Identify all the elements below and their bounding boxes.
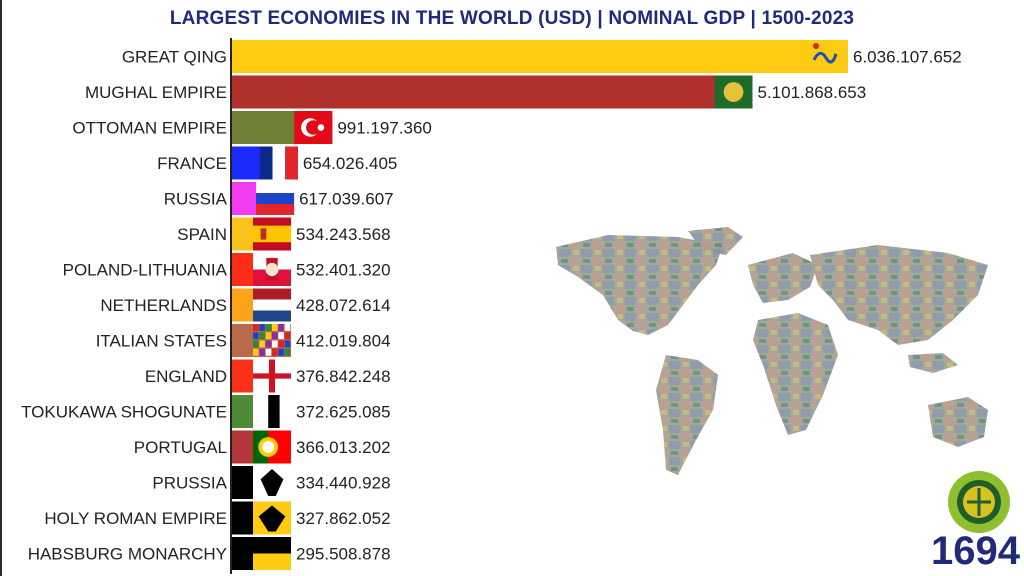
bar-row: GREAT QING 6.036.107.652	[122, 40, 962, 73]
italian-states-flag-icon	[253, 324, 291, 356]
category-label: GREAT QING	[122, 48, 227, 67]
france-flag-icon	[259, 146, 298, 180]
map-southeast-asia	[908, 353, 958, 373]
value-label: 532.401.320	[296, 261, 391, 280]
value-label: 366.013.202	[296, 438, 391, 457]
value-label: 6.036.107.652	[853, 48, 962, 67]
russia-flag-icon	[256, 182, 295, 215]
category-label: ENGLAND	[145, 367, 227, 386]
bar-row: ITALIAN STATES 412.019.804	[96, 324, 391, 357]
value-label: 412.019.804	[296, 332, 391, 351]
category-label: MUGHAL EMPIRE	[85, 83, 227, 102]
category-label: HOLY ROMAN EMPIRE	[44, 509, 227, 528]
chart-title: LARGEST ECONOMIES IN THE WORLD (USD) | N…	[169, 8, 855, 29]
cityglobetour-logo	[948, 471, 1010, 533]
bar	[231, 40, 848, 73]
ottoman-flag-icon	[294, 111, 333, 144]
map-north-america	[556, 235, 723, 335]
left-border	[0, 0, 2, 576]
value-label: 654.026.405	[303, 154, 398, 173]
value-label: 334.440.928	[296, 474, 391, 493]
category-label: SPAIN	[177, 225, 227, 244]
mughal-flag-icon	[714, 75, 753, 109]
category-label: HABSBURG MONARCHY	[28, 545, 227, 564]
category-label: POLAND-LITHUANIA	[63, 261, 228, 280]
bar-row: MUGHAL EMPIRE 5.101.868.653	[85, 75, 867, 109]
category-label: FRANCE	[157, 154, 227, 173]
year-counter: 1694	[931, 529, 1020, 573]
map-greenland	[688, 227, 743, 255]
bar-row: POLAND-LITHUANIA 532.401.320	[63, 253, 391, 286]
bar-row: NETHERLANDS 428.072.614	[100, 288, 391, 322]
map-europe	[748, 253, 818, 303]
bar-row: SPAIN 534.243.568	[177, 217, 391, 251]
habsburg-flag-icon	[253, 537, 291, 570]
holy-roman-empire-flag-icon	[253, 501, 291, 535]
category-label: OTTOMAN EMPIRE	[72, 119, 227, 138]
value-label: 617.039.607	[299, 190, 394, 209]
value-label: 5.101.868.653	[758, 83, 867, 102]
bar-row: FRANCE 654.026.405	[157, 146, 398, 180]
map-africa	[753, 313, 838, 435]
bar-row: HOLY ROMAN EMPIRE 327.862.052	[44, 501, 391, 535]
category-label: PRUSSIA	[152, 474, 227, 493]
bar-row: PRUSSIA 334.440.928	[152, 466, 391, 499]
qing-flag-icon	[810, 40, 848, 73]
value-label: 327.862.052	[296, 509, 391, 528]
value-label: 428.072.614	[296, 296, 391, 315]
map-australia	[928, 397, 988, 447]
tokugawa-flag-icon	[253, 395, 291, 428]
england-flag-icon	[253, 359, 291, 393]
bar-row: TOKUKAWA SHOGUNATE 372.625.085	[21, 395, 391, 428]
bar-row: HABSBURG MONARCHY 295.508.878	[28, 537, 391, 570]
bar-row: PORTUGAL 366.013.202	[134, 430, 391, 464]
world-map-banknotes-image	[556, 227, 988, 475]
value-label: 376.842.248	[296, 367, 391, 386]
bar	[231, 75, 753, 109]
bar-row: ENGLAND 376.842.248	[145, 359, 391, 393]
category-label: RUSSIA	[164, 190, 228, 209]
value-label: 372.625.085	[296, 403, 391, 422]
y-axis-line	[230, 38, 232, 574]
category-label: TOKUKAWA SHOGUNATE	[21, 403, 227, 422]
poland-lithuania-flag-icon	[253, 253, 291, 286]
value-label: 991.197.360	[337, 119, 432, 138]
category-label: PORTUGAL	[134, 438, 227, 457]
portugal-flag-icon	[253, 430, 291, 464]
category-label: ITALIAN STATES	[96, 332, 227, 351]
spain-flag-icon	[253, 217, 291, 251]
map-asia	[810, 245, 988, 345]
prussia-flag-icon	[253, 466, 291, 499]
netherlands-flag-icon	[253, 288, 291, 322]
bar-row: OTTOMAN EMPIRE 991.197.360	[72, 111, 432, 144]
value-label: 295.508.878	[296, 545, 391, 564]
map-south-america	[656, 355, 718, 475]
bar-row: RUSSIA 617.039.607	[164, 182, 394, 215]
value-label: 534.243.568	[296, 225, 391, 244]
category-label: NETHERLANDS	[100, 296, 227, 315]
